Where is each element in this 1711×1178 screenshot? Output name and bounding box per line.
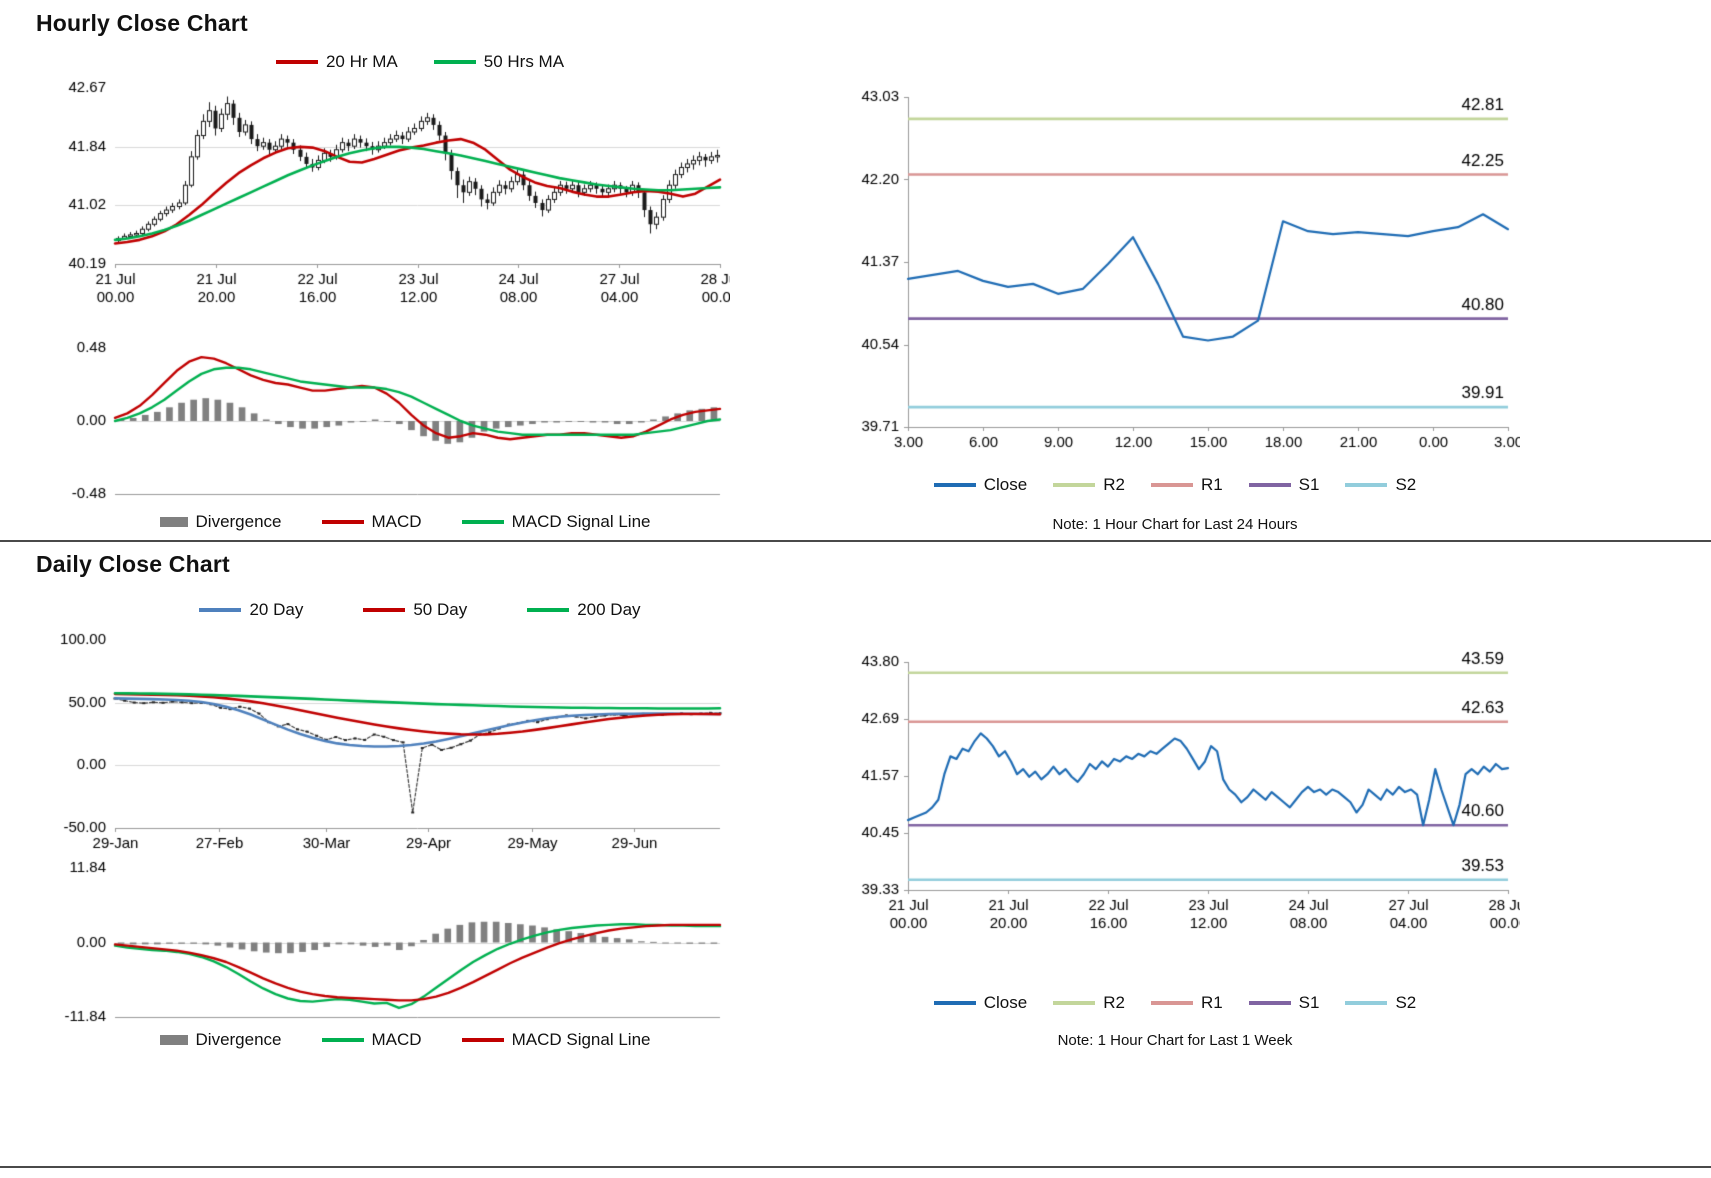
daily-macd-label: MACD bbox=[371, 1030, 422, 1049]
hourly-macd-chart bbox=[40, 338, 730, 506]
weekly-s1-swatch bbox=[1248, 1001, 1291, 1005]
daily-macd-legend: Divergence MACD MACD Signal Line bbox=[80, 1030, 730, 1050]
section-divider bbox=[0, 540, 1711, 542]
weekly-s2-label: S2 bbox=[1395, 993, 1417, 1012]
legend-item-weekly-r2: R2 bbox=[1053, 993, 1125, 1013]
daily-macd-chart bbox=[40, 858, 730, 1030]
hourly-section-title: Hourly Close Chart bbox=[36, 10, 248, 36]
hourly-pivot-note: Note: 1 Hour Chart for Last 24 Hours bbox=[1052, 516, 1298, 533]
50hr-ma-swatch bbox=[433, 60, 476, 64]
hourly-candlestick-chart bbox=[40, 78, 730, 320]
legend-item-r2: R2 bbox=[1053, 475, 1125, 495]
daily-ma-legend: 20 Day 50 Day 200 Day bbox=[115, 600, 725, 620]
bottom-divider bbox=[0, 1166, 1711, 1168]
weekly-r2-swatch bbox=[1053, 1001, 1096, 1005]
divergence-swatch bbox=[159, 517, 188, 527]
macd-signal-swatch bbox=[461, 520, 504, 524]
200day-label: 200 Day bbox=[577, 600, 641, 619]
weekly-close-label: Close bbox=[983, 993, 1028, 1012]
daily-ma-chart bbox=[40, 628, 730, 862]
legend-item-20hr-ma: 20 Hr MA bbox=[275, 52, 398, 72]
legend-item-s1: S1 bbox=[1248, 475, 1320, 495]
legend-item-macd: MACD bbox=[321, 512, 422, 532]
daily-section-title: Daily Close Chart bbox=[36, 551, 230, 577]
daily-divergence-label: Divergence bbox=[195, 1030, 282, 1049]
weekly-r1-label: R1 bbox=[1200, 993, 1223, 1012]
weekly-s2-swatch bbox=[1345, 1001, 1388, 1005]
r2-label: R2 bbox=[1103, 475, 1125, 494]
hourly-macd-legend: Divergence MACD MACD Signal Line bbox=[80, 512, 730, 532]
legend-item-50day: 50 Day bbox=[363, 600, 467, 620]
legend-item-r1: R1 bbox=[1150, 475, 1223, 495]
hourly-pivot-chart bbox=[830, 85, 1520, 463]
legend-item-s2: S2 bbox=[1345, 475, 1416, 495]
20day-label: 20 Day bbox=[249, 600, 304, 619]
legend-item-weekly-r1: R1 bbox=[1150, 993, 1223, 1013]
legend-item-weekly-close: Close bbox=[933, 993, 1028, 1013]
s2-label: S2 bbox=[1395, 475, 1417, 494]
legend-item-daily-macd: MACD bbox=[321, 1030, 422, 1050]
r1-label: R1 bbox=[1200, 475, 1223, 494]
daily-macd-signal-label: MACD Signal Line bbox=[511, 1030, 651, 1049]
macd-label: MACD bbox=[371, 512, 422, 531]
daily-macd-swatch bbox=[321, 1038, 364, 1042]
s1-swatch bbox=[1248, 483, 1291, 487]
weekly-close-swatch bbox=[933, 1001, 976, 1005]
legend-item-macd-signal: MACD Signal Line bbox=[461, 512, 651, 532]
r2-swatch bbox=[1053, 483, 1096, 487]
20day-swatch bbox=[199, 608, 242, 612]
hourly-pivot-legend: Close R2 R1 S1 S2 bbox=[830, 475, 1520, 495]
legend-item-divergence: Divergence bbox=[159, 512, 282, 532]
legend-item-weekly-s2: S2 bbox=[1345, 993, 1416, 1013]
weekly-pivot-note: Note: 1 Hour Chart for Last 1 Week bbox=[1057, 1032, 1293, 1049]
weekly-pivot-legend: Close R2 R1 S1 S2 bbox=[830, 993, 1520, 1013]
hourly-ma-legend: 20 Hr MA 50 Hrs MA bbox=[115, 52, 725, 72]
s2-swatch bbox=[1345, 483, 1388, 487]
50day-label: 50 Day bbox=[413, 600, 468, 619]
weekly-r1-swatch bbox=[1150, 1001, 1193, 1005]
legend-item-daily-divergence: Divergence bbox=[159, 1030, 282, 1050]
legend-item-daily-macd-signal: MACD Signal Line bbox=[461, 1030, 651, 1050]
legend-item-close: Close bbox=[933, 475, 1028, 495]
close-label: Close bbox=[983, 475, 1028, 494]
legend-item-200day: 200 Day bbox=[527, 600, 641, 620]
200day-swatch bbox=[527, 608, 570, 612]
50day-swatch bbox=[363, 608, 406, 612]
weekly-pivot-chart bbox=[830, 648, 1520, 978]
legend-item-50hr-ma: 50 Hrs MA bbox=[433, 52, 565, 72]
50hr-ma-label: 50 Hrs MA bbox=[483, 52, 565, 71]
legend-item-20day: 20 Day bbox=[199, 600, 303, 620]
macd-swatch bbox=[321, 520, 364, 524]
r1-swatch bbox=[1150, 483, 1193, 487]
20hr-ma-label: 20 Hr MA bbox=[325, 52, 398, 71]
s1-label: S1 bbox=[1298, 475, 1320, 494]
macd-signal-label: MACD Signal Line bbox=[511, 512, 651, 531]
legend-item-weekly-s1: S1 bbox=[1248, 993, 1320, 1013]
daily-macd-signal-swatch bbox=[461, 1038, 504, 1042]
daily-divergence-swatch bbox=[159, 1035, 188, 1045]
weekly-s1-label: S1 bbox=[1298, 993, 1320, 1012]
20hr-ma-swatch bbox=[275, 60, 318, 64]
divergence-label: Divergence bbox=[195, 512, 282, 531]
close-swatch bbox=[933, 483, 976, 487]
weekly-r2-label: R2 bbox=[1103, 993, 1125, 1012]
